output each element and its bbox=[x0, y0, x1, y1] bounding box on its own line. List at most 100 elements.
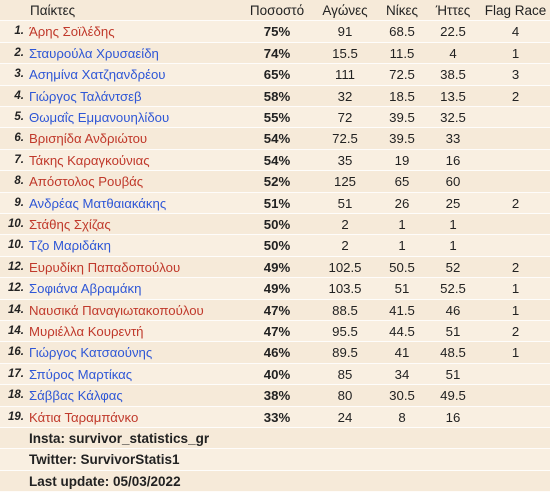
games-count: 72.5 bbox=[332, 131, 358, 147]
win-percentage: 52% bbox=[263, 174, 291, 190]
header-flag-race: Flag Race bbox=[484, 3, 547, 18]
flag-race-count: 1 bbox=[511, 45, 520, 61]
losses-count: 52.5 bbox=[440, 281, 466, 297]
losses-count: 1 bbox=[449, 238, 457, 254]
table-row: 17. Σπύρος Μαρτίκας 40% 85 34 51 bbox=[0, 363, 550, 386]
losses-count: 46 bbox=[445, 302, 461, 318]
losses-count: 48.5 bbox=[440, 345, 466, 361]
table-row: 2. Σταυρούλα Χρυσαείδη 74% 15.5 11.5 4 1 bbox=[0, 42, 550, 65]
rank-label: 5. bbox=[14, 111, 24, 123]
rank-label: 6. bbox=[14, 132, 24, 145]
rank-label: 4. bbox=[14, 89, 24, 102]
losses-count: 38.5 bbox=[440, 67, 466, 83]
games-count: 32 bbox=[337, 88, 353, 104]
rank-label: 1. bbox=[14, 25, 24, 38]
rank-label: 10. bbox=[8, 239, 24, 252]
player-name: Γιώργος Ταλάντσεβ bbox=[29, 88, 142, 104]
table-row: 9. Ανδρέας Ματθαιακάκης 51% 51 26 25 2 bbox=[0, 192, 550, 214]
footer-text: Twitter: SurvivorStatis1 bbox=[29, 452, 180, 468]
losses-count: 52 bbox=[445, 259, 461, 275]
rank-label: 8. bbox=[14, 175, 24, 188]
games-count: 35 bbox=[337, 152, 353, 168]
win-percentage: 40% bbox=[263, 366, 291, 382]
rank-label: 14. bbox=[8, 325, 24, 337]
flag-race-count bbox=[483, 385, 548, 406]
wins-count: 1 bbox=[398, 217, 406, 232]
flag-race-count: 4 bbox=[511, 24, 520, 40]
rank-label: 3. bbox=[14, 68, 24, 81]
rank-label: 17. bbox=[8, 367, 24, 380]
player-name: Τζο Μαριδάκη bbox=[29, 238, 111, 254]
games-count: 103.5 bbox=[328, 281, 362, 297]
wins-count: 65 bbox=[394, 174, 410, 190]
footer-line: Twitter: SurvivorStatis1 bbox=[0, 449, 550, 471]
flag-race-count: 2 bbox=[511, 195, 520, 211]
wins-count: 39.5 bbox=[389, 110, 415, 125]
games-count: 80 bbox=[337, 388, 353, 404]
table-row: 12. Ευρυδίκη Παπαδοπούλου 49% 102.5 50.5 52 2 bbox=[0, 256, 550, 279]
rank-label: 16. bbox=[8, 346, 24, 359]
win-percentage: 50% bbox=[263, 238, 291, 254]
losses-count: 4 bbox=[449, 45, 457, 61]
wins-count: 11.5 bbox=[389, 45, 415, 61]
win-percentage: 50% bbox=[263, 217, 291, 232]
flag-race-count: 1 bbox=[511, 345, 520, 361]
wins-count: 41 bbox=[394, 345, 410, 361]
table-row: 19. Κάτια Ταραμπάνκο 33% 24 8 16 bbox=[0, 406, 550, 428]
rank-label: 2. bbox=[14, 46, 24, 59]
wins-count: 72.5 bbox=[389, 67, 415, 83]
table-row: 16. Γιώργος Κατσαούνης 46% 89.5 41 48.5 1 bbox=[0, 342, 550, 364]
wins-count: 68.5 bbox=[389, 24, 415, 40]
rank-label: 19. bbox=[8, 410, 24, 423]
rank-label: 12. bbox=[8, 282, 24, 295]
wins-count: 51 bbox=[394, 281, 410, 297]
table-row: 7. Τάκης Καραγκούνιας 54% 35 19 16 bbox=[0, 149, 550, 172]
player-name: Στάθης Σχίζας bbox=[29, 217, 111, 232]
games-count: 51 bbox=[337, 195, 353, 211]
table-row: 12. Σοφιάνα Αβραμάκη 49% 103.5 51 52.5 1 bbox=[0, 278, 550, 300]
wins-count: 1 bbox=[398, 238, 406, 254]
losses-count: 51 bbox=[445, 366, 461, 382]
footer-text: Last update: 05/03/2022 bbox=[29, 473, 181, 489]
rank-label: 10. bbox=[8, 218, 24, 230]
footer-line: Last update: 05/03/2022 bbox=[0, 470, 550, 492]
flag-race-count bbox=[483, 171, 548, 192]
wins-count: 41.5 bbox=[389, 302, 415, 318]
games-count: 15.5 bbox=[332, 45, 358, 61]
header-games: Αγώνες bbox=[322, 3, 368, 18]
flag-race-count: 2 bbox=[511, 88, 520, 104]
losses-count: 32.5 bbox=[440, 110, 466, 125]
win-percentage: 54% bbox=[263, 131, 291, 147]
table-row: 1. Άρης Σοϊλέδης 75% 91 68.5 22.5 4 bbox=[0, 21, 550, 43]
win-percentage: 54% bbox=[263, 152, 291, 168]
rank-label: 12. bbox=[8, 260, 24, 273]
wins-count: 19 bbox=[394, 152, 410, 168]
table-row: 14. Μυριέλλα Κουρεντή 47% 95.5 44.5 51 2 bbox=[0, 321, 550, 343]
player-name: Σπύρος Μαρτίκας bbox=[29, 366, 133, 382]
wins-count: 39.5 bbox=[389, 131, 415, 147]
games-count: 88.5 bbox=[332, 302, 358, 318]
rank-label: 7. bbox=[14, 153, 24, 166]
player-name: Σοφιάνα Αβραμάκη bbox=[29, 281, 142, 297]
table-row: 18. Σάββας Κάλφας 38% 80 30.5 49.5 bbox=[0, 385, 550, 407]
losses-count: 49.5 bbox=[440, 388, 466, 404]
table-row: 4. Γιώργος Ταλάντσεβ 58% 32 18.5 13.5 2 bbox=[0, 85, 550, 107]
flag-race-count bbox=[483, 235, 548, 256]
wins-count: 50.5 bbox=[389, 259, 415, 275]
losses-count: 13.5 bbox=[440, 88, 466, 104]
win-percentage: 55% bbox=[263, 110, 291, 125]
games-count: 72 bbox=[337, 110, 353, 125]
player-name: Ευρυδίκη Παπαδοπούλου bbox=[29, 259, 181, 275]
games-count: 111 bbox=[334, 67, 356, 83]
win-percentage: 58% bbox=[263, 88, 291, 104]
flag-race-count: 1 bbox=[511, 281, 520, 297]
losses-count: 33 bbox=[445, 131, 461, 147]
games-count: 85 bbox=[337, 366, 353, 382]
flag-race-count bbox=[483, 364, 548, 385]
table-row: 5. Θωμαΐς Εμμανουηλίδου 55% 72 39.5 32.5 bbox=[0, 107, 550, 129]
flag-race-count: 2 bbox=[511, 259, 520, 275]
table-row: 14. Ναυσικά Παναγιωτακοπούλου 47% 88.5 41.5 4… bbox=[0, 299, 550, 321]
player-name: Τάκης Καραγκούνιας bbox=[29, 152, 150, 168]
win-percentage: 75% bbox=[263, 24, 291, 40]
